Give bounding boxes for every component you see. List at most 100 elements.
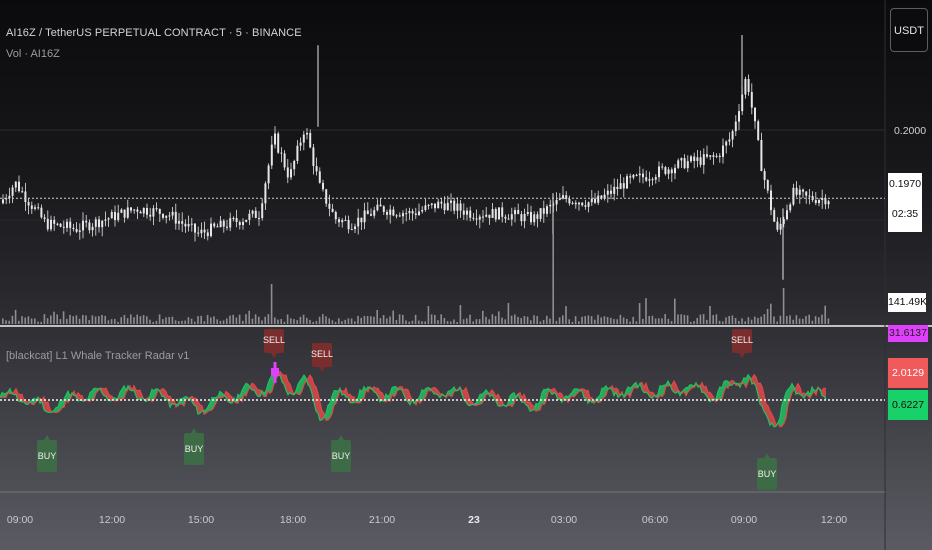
candle-body (194, 223, 196, 233)
candle-body (510, 214, 513, 220)
oscillator-band (422, 389, 424, 401)
candle-body (290, 169, 292, 178)
volume-bar (494, 316, 497, 324)
candle-body (158, 209, 161, 214)
candle-body (738, 111, 740, 122)
volume-bar (526, 316, 529, 324)
volume-bar (667, 318, 670, 324)
volume-bar (805, 316, 807, 324)
volume-bar (811, 320, 814, 324)
candle-body (136, 209, 139, 212)
candle-body (264, 183, 267, 204)
volume-bar (62, 311, 65, 324)
time-axis-label: 06:00 (641, 514, 669, 526)
candle-body (286, 167, 289, 178)
volume-bar (578, 321, 580, 324)
candle-body (261, 203, 264, 219)
candle-body (14, 181, 17, 188)
oscillator-band (758, 382, 760, 405)
oscillator-band (726, 380, 728, 389)
volume-bar (82, 314, 84, 324)
candle-body (206, 232, 209, 237)
candle-body (776, 221, 779, 230)
volume-bar (229, 315, 231, 324)
candle-body (2, 199, 4, 204)
volume-bar (802, 318, 804, 324)
candle-body (568, 198, 571, 204)
volume-label[interactable]: Vol · AI16Z (6, 48, 60, 60)
candle-body (696, 157, 699, 161)
candle-body (651, 179, 654, 181)
candle-body (168, 215, 171, 217)
oscillator-band (194, 398, 196, 406)
candle-body (139, 211, 142, 214)
oscillator-band (406, 388, 408, 402)
volume-bar (194, 321, 196, 324)
candle-body (549, 204, 552, 207)
volume-bar (123, 314, 126, 324)
symbol-title[interactable]: AI16Z / TetherUS PERPETUAL CONTRACT · 5 … (6, 27, 302, 39)
volume-bar (443, 318, 446, 324)
volume-bar (363, 315, 366, 324)
volume-bar (235, 317, 238, 324)
candle-body (827, 201, 830, 205)
volume-bar (581, 316, 583, 324)
candle-body (795, 187, 798, 195)
candle-body (498, 207, 500, 220)
candle-body (491, 208, 494, 218)
candle-body (411, 211, 414, 214)
volume-bar (190, 318, 193, 324)
volume-bar (162, 319, 164, 324)
candle-body (773, 210, 776, 222)
oscillator-band (450, 389, 452, 397)
oscillator-band (254, 384, 256, 394)
candle-body (395, 215, 398, 217)
volume-value-badge: 141.49K (888, 293, 927, 312)
candle-body (190, 223, 193, 225)
volume-bar (354, 321, 356, 324)
volume-bar (203, 321, 206, 324)
candle-body (706, 154, 708, 157)
volume-bar (136, 314, 138, 324)
volume-bar (133, 317, 135, 324)
volume-bar (683, 314, 686, 324)
candle-body (757, 121, 760, 140)
volume-bar (27, 316, 30, 324)
volume-bar (686, 315, 689, 324)
volume-bar (731, 315, 734, 324)
indicator-label[interactable]: [blackcat] L1 Whale Tracker Radar v1 (6, 350, 190, 362)
candle-body (616, 186, 619, 190)
candle-body (597, 195, 600, 203)
oscillator-band (268, 378, 270, 394)
candle-body (302, 134, 305, 143)
time-axis-label: 12:00 (820, 514, 848, 526)
volume-bar (290, 318, 292, 324)
volume-bar (821, 314, 823, 324)
volume-bar (322, 314, 324, 324)
volume-bar (213, 316, 215, 324)
time-axis[interactable]: 09:00 12:00 15:00 18:00 21:00 23 03:00 06:00 09:… (0, 510, 932, 540)
volume-bar (85, 315, 87, 324)
candle-body (459, 203, 462, 211)
indicator-value-low: 0.6227 (888, 390, 928, 420)
candle-body (350, 229, 353, 231)
oscillator-band (604, 385, 606, 398)
candle-body (638, 173, 641, 176)
volume-bar (478, 319, 481, 324)
volume-bar (670, 321, 673, 324)
volume-bar (792, 319, 794, 324)
oscillator-band (154, 388, 156, 400)
volume-bar (210, 317, 212, 324)
candle-body (405, 213, 408, 215)
currency-button[interactable]: USDT (890, 8, 928, 52)
volume-bar (808, 314, 810, 324)
oscillator-signal-line (0, 370, 827, 428)
volume-bar (632, 316, 634, 324)
oscillator-band (602, 388, 604, 400)
candle-body (802, 189, 804, 192)
candle-body (526, 211, 529, 214)
volume-bar (782, 288, 785, 324)
candle-body (504, 216, 507, 219)
